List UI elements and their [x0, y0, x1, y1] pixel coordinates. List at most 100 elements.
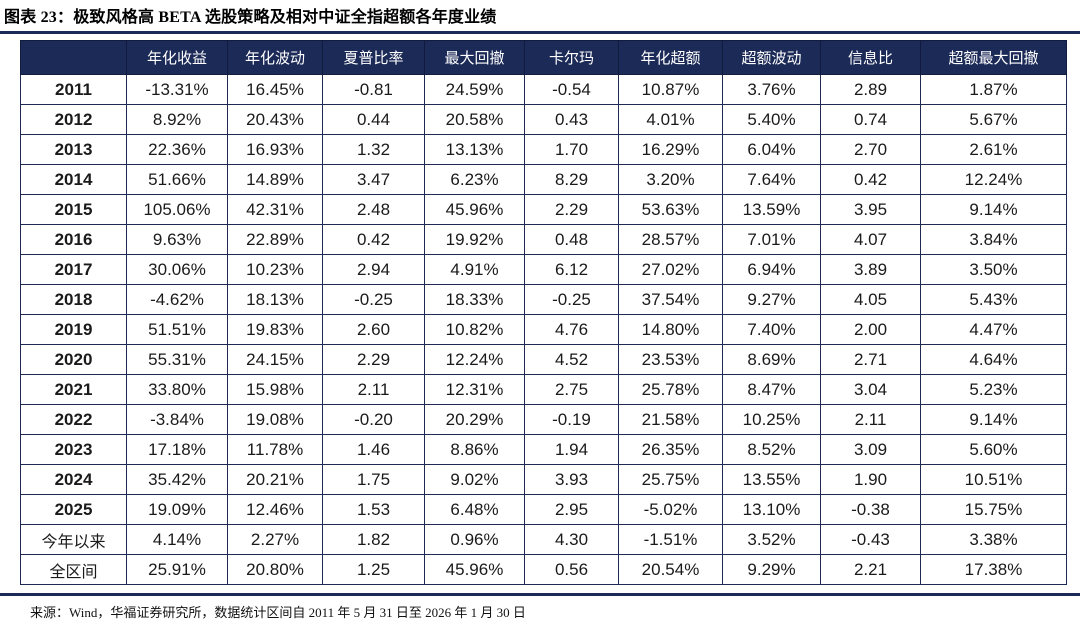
- data-cell: 19.08%: [227, 404, 323, 435]
- data-cell: 8.47%: [722, 374, 821, 405]
- data-cell: 1.87%: [920, 74, 1067, 105]
- data-cell: 1.94: [524, 434, 619, 465]
- data-cell: 20.54%: [618, 554, 723, 585]
- data-cell: 37.54%: [618, 284, 723, 315]
- table-body: 2011 -13.31% 16.45% -0.81 24.59% -0.54 10.87% 3…: [20, 74, 1067, 585]
- data-cell: 13.55%: [722, 464, 821, 495]
- data-cell: 7.64%: [722, 164, 821, 195]
- row-label: 2013: [20, 134, 127, 165]
- data-cell: 45.96%: [424, 194, 525, 225]
- data-cell: 27.02%: [618, 254, 723, 285]
- table-row: 2014 51.66% 14.89% 3.47 6.23% 8.29 3.20% 7.64% 0…: [20, 164, 1067, 195]
- data-cell: 4.30: [524, 524, 619, 555]
- data-cell: 15.98%: [227, 374, 323, 405]
- data-cell: 33.80%: [126, 374, 228, 405]
- data-cell: 20.43%: [227, 104, 323, 135]
- data-cell: 3.52%: [722, 524, 821, 555]
- table-row: 2022 -3.84% 19.08% -0.20 20.29% -0.19 21.58% 10…: [20, 404, 1067, 435]
- data-cell: -1.51%: [618, 524, 723, 555]
- data-cell: 18.33%: [424, 284, 525, 315]
- data-cell: 2.48: [322, 194, 425, 225]
- data-cell: 7.01%: [722, 224, 821, 255]
- data-cell: 2.60: [322, 314, 425, 345]
- data-cell: 4.91%: [424, 254, 525, 285]
- data-cell: 2.29: [322, 344, 425, 375]
- data-cell: 0.42: [322, 224, 425, 255]
- data-cell: 3.84%: [920, 224, 1067, 255]
- row-label: 2025: [20, 494, 127, 525]
- data-cell: 26.35%: [618, 434, 723, 465]
- data-cell: 6.94%: [722, 254, 821, 285]
- data-cell: 4.01%: [618, 104, 723, 135]
- data-cell: 2.71: [820, 344, 921, 375]
- table-row: 2013 22.36% 16.93% 1.32 13.13% 1.70 16.29% 6.04…: [20, 134, 1067, 165]
- row-label: 2015: [20, 194, 127, 225]
- data-cell: 16.45%: [227, 74, 323, 105]
- row-label: 2016: [20, 224, 127, 255]
- data-cell: 1.82: [322, 524, 425, 555]
- data-cell: 1.53: [322, 494, 425, 525]
- column-header: 年化收益: [126, 40, 228, 75]
- table-row: 2024 35.42% 20.21% 1.75 9.02% 3.93 25.75% 13.55…: [20, 464, 1067, 495]
- data-cell: 1.90: [820, 464, 921, 495]
- data-cell: 0.56: [524, 554, 619, 585]
- data-cell: 5.23%: [920, 374, 1067, 405]
- row-label: 今年以来: [20, 524, 127, 555]
- data-cell: 28.57%: [618, 224, 723, 255]
- data-cell: 2.00: [820, 314, 921, 345]
- data-cell: 1.75: [322, 464, 425, 495]
- data-cell: 10.87%: [618, 74, 723, 105]
- data-cell: 12.46%: [227, 494, 323, 525]
- data-cell: -0.38: [820, 494, 921, 525]
- data-cell: 51.66%: [126, 164, 228, 195]
- data-cell: 2.29: [524, 194, 619, 225]
- performance-table: 年化收益 年化波动 夏普比率 最大回撤 卡尔玛 年化超额 超额波动 信息比 超额最大回撤 201…: [20, 40, 1067, 585]
- data-cell: 23.53%: [618, 344, 723, 375]
- data-cell: 3.76%: [722, 74, 821, 105]
- table-row: 2012 8.92% 20.43% 0.44 20.58% 0.43 4.01% 5.40% 0…: [20, 104, 1067, 135]
- data-cell: 9.14%: [920, 404, 1067, 435]
- title-divider-rule: [0, 31, 1080, 34]
- data-cell: -5.02%: [618, 494, 723, 525]
- data-cell: 3.04: [820, 374, 921, 405]
- data-cell: 12.24%: [920, 164, 1067, 195]
- data-cell: 4.76: [524, 314, 619, 345]
- data-cell: 5.43%: [920, 284, 1067, 315]
- column-header: 信息比: [820, 40, 921, 75]
- data-cell: 45.96%: [424, 554, 525, 585]
- data-cell: 4.14%: [126, 524, 228, 555]
- row-label: 2023: [20, 434, 127, 465]
- table-row: 2025 19.09% 12.46% 1.53 6.48% 2.95 -5.02% 13.10…: [20, 494, 1067, 525]
- data-cell: 1.32: [322, 134, 425, 165]
- data-cell: 18.13%: [227, 284, 323, 315]
- data-cell: 9.14%: [920, 194, 1067, 225]
- data-cell: 1.25: [322, 554, 425, 585]
- row-label: 2019: [20, 314, 127, 345]
- data-cell: 9.63%: [126, 224, 228, 255]
- data-cell: 2.11: [322, 374, 425, 405]
- table-bottom-rule: [0, 593, 1080, 596]
- data-cell: 4.64%: [920, 344, 1067, 375]
- header-row: 年化收益 年化波动 夏普比率 最大回撤 卡尔玛 年化超额 超额波动 信息比 超额最大回撤: [20, 40, 1067, 75]
- column-header: 最大回撤: [424, 40, 525, 75]
- row-label: 2018: [20, 284, 127, 315]
- table-header: 年化收益 年化波动 夏普比率 最大回撤 卡尔玛 年化超额 超额波动 信息比 超额最大回撤: [20, 40, 1067, 75]
- data-cell: 8.92%: [126, 104, 228, 135]
- row-label: 全区间: [20, 554, 127, 585]
- data-cell: 14.89%: [227, 164, 323, 195]
- data-cell: 7.40%: [722, 314, 821, 345]
- data-cell: 8.29: [524, 164, 619, 195]
- table-row: 2016 9.63% 22.89% 0.42 19.92% 0.48 28.57% 7.01%…: [20, 224, 1067, 255]
- data-cell: 5.60%: [920, 434, 1067, 465]
- data-cell: 35.42%: [126, 464, 228, 495]
- table-row: 2019 51.51% 19.83% 2.60 10.82% 4.76 14.80% 7.40…: [20, 314, 1067, 345]
- data-cell: 6.23%: [424, 164, 525, 195]
- data-cell: -0.43: [820, 524, 921, 555]
- data-cell: -0.20: [322, 404, 425, 435]
- data-cell: 9.29%: [722, 554, 821, 585]
- row-label: 2017: [20, 254, 127, 285]
- row-label: 2011: [20, 74, 127, 105]
- data-cell: 2.61%: [920, 134, 1067, 165]
- data-cell: 25.78%: [618, 374, 723, 405]
- data-cell: 55.31%: [126, 344, 228, 375]
